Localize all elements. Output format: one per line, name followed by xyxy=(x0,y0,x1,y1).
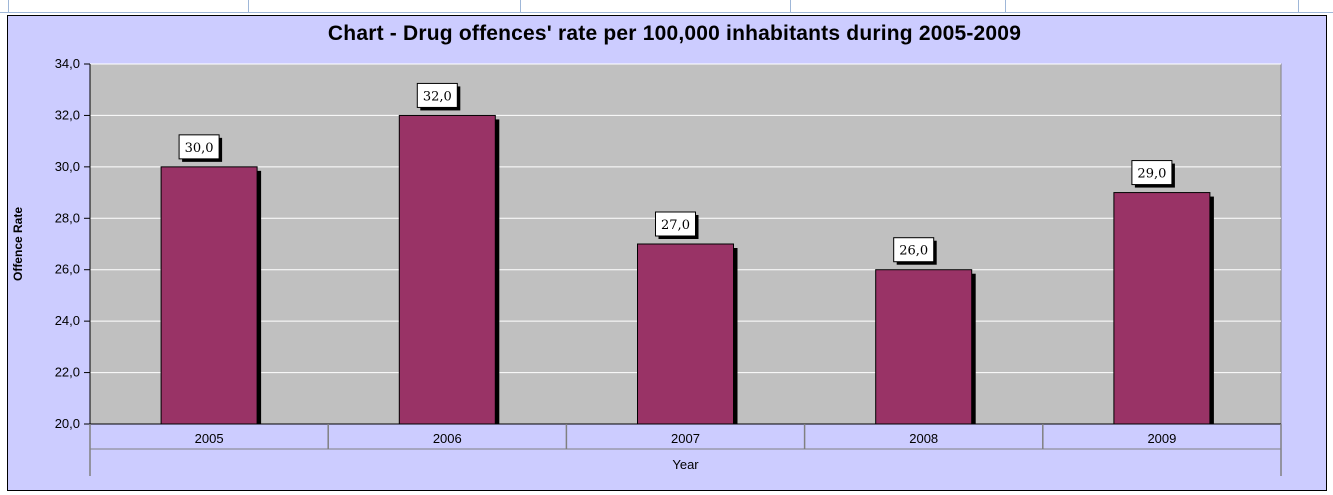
bar xyxy=(398,114,496,425)
data-label: 26,0 xyxy=(899,244,928,259)
cell-divider xyxy=(520,0,521,12)
data-label-box xyxy=(178,134,220,160)
x-axis-title: Year xyxy=(672,457,699,472)
y-axis-title: Offence Rate xyxy=(11,207,25,281)
data-label-box xyxy=(655,211,696,237)
x-tick-label: 2005 xyxy=(195,431,224,446)
bar xyxy=(637,243,734,425)
data-label: 27,0 xyxy=(661,218,690,233)
y-tick-label: 34,0 xyxy=(55,56,80,71)
x-tick-label: 2006 xyxy=(433,431,462,446)
data-label: 30,0 xyxy=(185,141,214,156)
cell-divider xyxy=(790,0,791,12)
bar xyxy=(875,269,973,425)
y-tick-label: 30,0 xyxy=(55,159,80,174)
y-tick-label: 20,0 xyxy=(55,416,80,431)
y-tick-label: 24,0 xyxy=(55,313,80,328)
cell-divider xyxy=(1298,0,1299,12)
bar xyxy=(160,166,258,425)
x-tick-label: 2009 xyxy=(1147,431,1176,446)
bar xyxy=(1113,192,1211,425)
y-tick-label: 26,0 xyxy=(55,262,80,277)
cell-divider xyxy=(8,0,9,12)
cell-divider xyxy=(248,0,249,12)
data-label: 32,0 xyxy=(423,89,452,104)
spreadsheet-header-strip xyxy=(0,0,1333,14)
chart-title: Chart - Drug offences' rate per 100,000 … xyxy=(327,22,1022,45)
data-label-box xyxy=(893,237,935,263)
data-label-box xyxy=(416,82,458,108)
row-divider xyxy=(0,12,1333,13)
cell-divider xyxy=(1005,0,1006,12)
data-label-box xyxy=(1131,160,1173,186)
data-label: 29,0 xyxy=(1137,167,1166,182)
y-tick-label: 22,0 xyxy=(55,365,80,380)
y-tick-label: 28,0 xyxy=(55,210,80,225)
x-tick-label: 2007 xyxy=(671,431,700,446)
y-tick-label: 32,0 xyxy=(55,107,80,122)
x-tick-label: 2008 xyxy=(909,431,938,446)
